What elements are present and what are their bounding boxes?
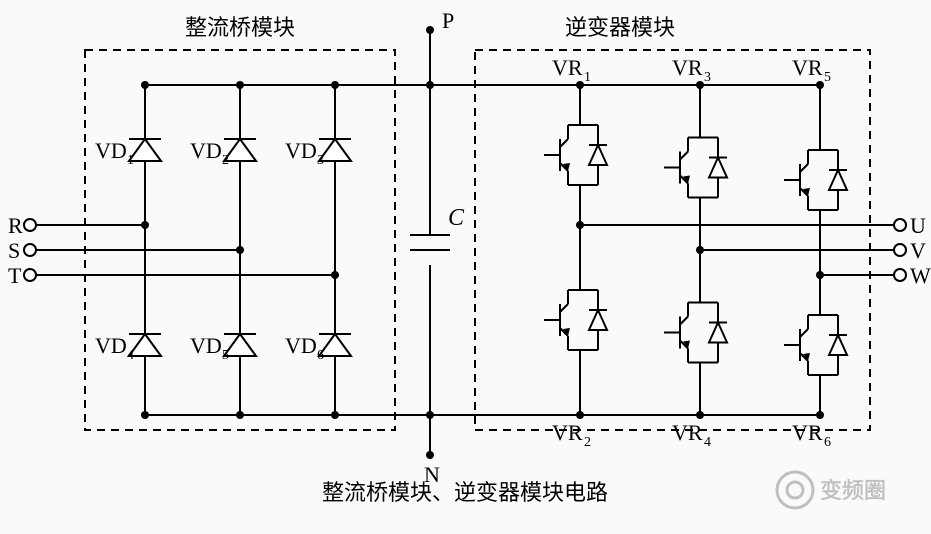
label-vd5: VD5	[190, 333, 229, 363]
label-vd1: VD1	[95, 138, 134, 168]
svg-text:3: 3	[317, 153, 324, 168]
svg-text:VR: VR	[552, 420, 583, 445]
svg-text:5: 5	[824, 70, 831, 85]
label: T	[8, 263, 22, 288]
label-vr1: VR1	[552, 55, 591, 85]
svg-text:4: 4	[704, 435, 711, 450]
label-vd2: VD2	[190, 138, 229, 168]
label-vr3: VR3	[672, 55, 711, 85]
svg-text:3: 3	[704, 70, 711, 85]
label-vr4: VR4	[672, 420, 711, 450]
igbt-vr1	[544, 85, 607, 225]
svg-text:5: 5	[222, 348, 229, 363]
circuit-diagram: 整流桥模块逆变器模块PNCVD1VD2VD3VD4VD5VD6RSTVR1VR3…	[0, 0, 931, 534]
svg-text:变频圈: 变频圈	[820, 478, 886, 503]
label-vd4: VD4	[95, 333, 134, 363]
svg-text:VD: VD	[285, 138, 317, 163]
svg-text:6: 6	[317, 348, 324, 363]
label-vd6: VD6	[285, 333, 324, 363]
svg-text:VR: VR	[672, 55, 703, 80]
svg-text:VR: VR	[792, 55, 823, 80]
capacitor-label: C	[448, 205, 465, 231]
watermark: 变频圈	[777, 472, 886, 508]
svg-text:VD: VD	[285, 333, 317, 358]
svg-text:VR: VR	[672, 420, 703, 445]
svg-text:2: 2	[222, 153, 229, 168]
label: V	[910, 238, 926, 263]
svg-text:VR: VR	[792, 420, 823, 445]
inverter-module-box	[475, 50, 870, 430]
label-vd3: VD3	[285, 138, 324, 168]
label: R	[8, 213, 23, 238]
label: P	[442, 8, 454, 33]
svg-text:4: 4	[127, 348, 134, 363]
svg-text:1: 1	[127, 153, 134, 168]
rectifier-title: 整流桥模块	[185, 15, 295, 40]
inverter-title: 逆变器模块	[565, 15, 675, 40]
label-vr2: VR2	[552, 420, 591, 450]
label-vr5: VR5	[792, 55, 831, 85]
svg-text:6: 6	[824, 435, 831, 450]
caption: 整流桥模块、逆变器模块电路	[322, 480, 608, 505]
svg-text:VR: VR	[552, 55, 583, 80]
svg-text:2: 2	[584, 435, 591, 450]
svg-text:VD: VD	[95, 333, 127, 358]
svg-text:VD: VD	[190, 333, 222, 358]
igbt-vr4	[664, 250, 727, 415]
label: U	[910, 213, 926, 238]
svg-text:VD: VD	[95, 138, 127, 163]
igbt-vr5	[784, 85, 847, 275]
svg-text:VD: VD	[190, 138, 222, 163]
igbt-vr6	[784, 275, 847, 415]
svg-text:1: 1	[584, 70, 591, 85]
igbt-vr2	[544, 225, 607, 415]
label: S	[8, 238, 20, 263]
label-vr6: VR6	[792, 420, 831, 450]
label: W	[910, 263, 931, 288]
